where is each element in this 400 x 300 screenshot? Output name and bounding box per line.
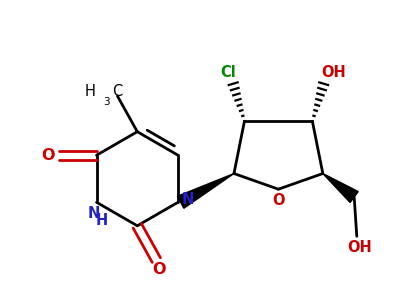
Text: O: O <box>42 148 55 163</box>
Text: 3: 3 <box>103 97 110 107</box>
Text: OH: OH <box>322 65 346 80</box>
Text: N: N <box>181 192 194 207</box>
Text: C: C <box>112 84 122 99</box>
Text: N: N <box>88 206 100 221</box>
Text: O: O <box>152 262 166 277</box>
Text: Cl: Cl <box>220 65 236 80</box>
Polygon shape <box>178 173 234 208</box>
Text: OH: OH <box>347 240 372 255</box>
Text: H: H <box>96 213 108 228</box>
Text: O: O <box>272 193 285 208</box>
Polygon shape <box>323 173 358 202</box>
Text: H: H <box>85 84 96 99</box>
